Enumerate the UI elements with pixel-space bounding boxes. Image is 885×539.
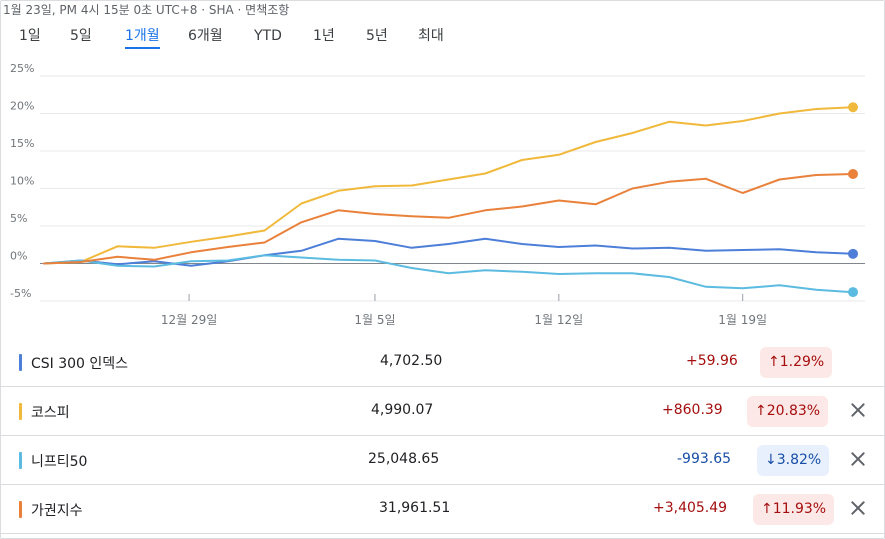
series-swatch (19, 354, 22, 371)
x-tick-label: 1월 19일 (718, 313, 767, 327)
percent-change-badge: ↑1.29% (760, 347, 833, 378)
series-swatch (19, 452, 22, 469)
index-change: +3,405.49 (653, 500, 728, 516)
index-name: CSI 300 인덱스 (31, 356, 129, 372)
tab-5d[interactable]: 5일 (70, 28, 92, 44)
index-change: -993.65 (677, 451, 732, 467)
index-price: 4,702.50 (380, 353, 443, 369)
percent-change-badge: ↑20.83% (747, 396, 829, 427)
tab-1y[interactable]: 1년 (313, 28, 335, 44)
series-line-3 (43, 173, 854, 265)
x-tick-label: 12월 29일 (161, 313, 217, 327)
y-tick-label: 20% (10, 100, 34, 113)
series-swatch (19, 403, 22, 420)
series-end-point-1 (848, 102, 858, 113)
tab-max[interactable]: 최대 (418, 28, 444, 44)
series-end-point-0 (848, 248, 858, 259)
y-tick-label: 15% (10, 137, 34, 150)
y-tick-label: 10% (10, 175, 34, 188)
index-row-taiex[interactable]: 가권지수 31,961.51 +3,405.49 ↑11.93% (0, 485, 885, 534)
index-change: +59.96 (686, 353, 738, 369)
tab-1d[interactable]: 1일 (19, 28, 41, 44)
tab-6m[interactable]: 6개월 (188, 28, 223, 44)
y-tick-label: 25% (10, 62, 34, 75)
index-row-csi300[interactable]: CSI 300 인덱스 4,702.50 +59.96 ↑1.29% (0, 338, 885, 387)
percent-change-badge: ↑11.93% (753, 494, 835, 525)
comparison-line-chart: 25% 20% 15% 10% 5% 0% -5% 12월 29일 1월 5일 1월 12일 1월 … (10, 62, 865, 327)
timestamp-disclaimer: 1월 23일, PM 4시 15분 0초 UTC+8 · SHA · 면책조항 (3, 3, 290, 17)
y-tick-label: -5% (10, 287, 31, 300)
index-price: 25,048.65 (368, 451, 440, 467)
index-price: 31,961.51 (379, 500, 451, 516)
y-tick-label: 5% (10, 212, 27, 225)
index-change: +860.39 (662, 402, 723, 418)
remove-comparison-close-icon[interactable] (848, 400, 868, 420)
tab-1m[interactable]: 1개월 (125, 27, 160, 51)
index-name: 가권지수 (31, 503, 83, 519)
series-line-0 (43, 237, 854, 267)
x-tick-label: 1월 12일 (534, 313, 583, 327)
range-tabs: 1일 5일 1개월 6개월 YTD 1년 5년 최대 (0, 27, 885, 51)
series-end-point-2 (848, 287, 858, 298)
series-line-1 (43, 106, 854, 265)
series-line-2 (43, 254, 854, 294)
index-price: 4,990.07 (371, 402, 434, 418)
y-tick-label: 0% (10, 250, 27, 263)
series-end-point-3 (848, 169, 858, 180)
index-name: 니프티50 (31, 454, 88, 470)
x-tick-label: 1월 5일 (354, 313, 395, 327)
percent-change-badge: ↓3.82% (757, 445, 830, 476)
remove-comparison-close-icon[interactable] (848, 498, 868, 518)
tab-5y[interactable]: 5년 (366, 28, 388, 44)
series-swatch (19, 501, 22, 518)
tab-ytd[interactable]: YTD (254, 28, 282, 44)
remove-comparison-close-icon[interactable] (848, 449, 868, 469)
index-row-nifty50[interactable]: 니프티50 25,048.65 -993.65 ↓3.82% (0, 436, 885, 485)
index-row-kospi[interactable]: 코스피 4,990.07 +860.39 ↑20.83% (0, 387, 885, 436)
index-name: 코스피 (31, 405, 70, 421)
